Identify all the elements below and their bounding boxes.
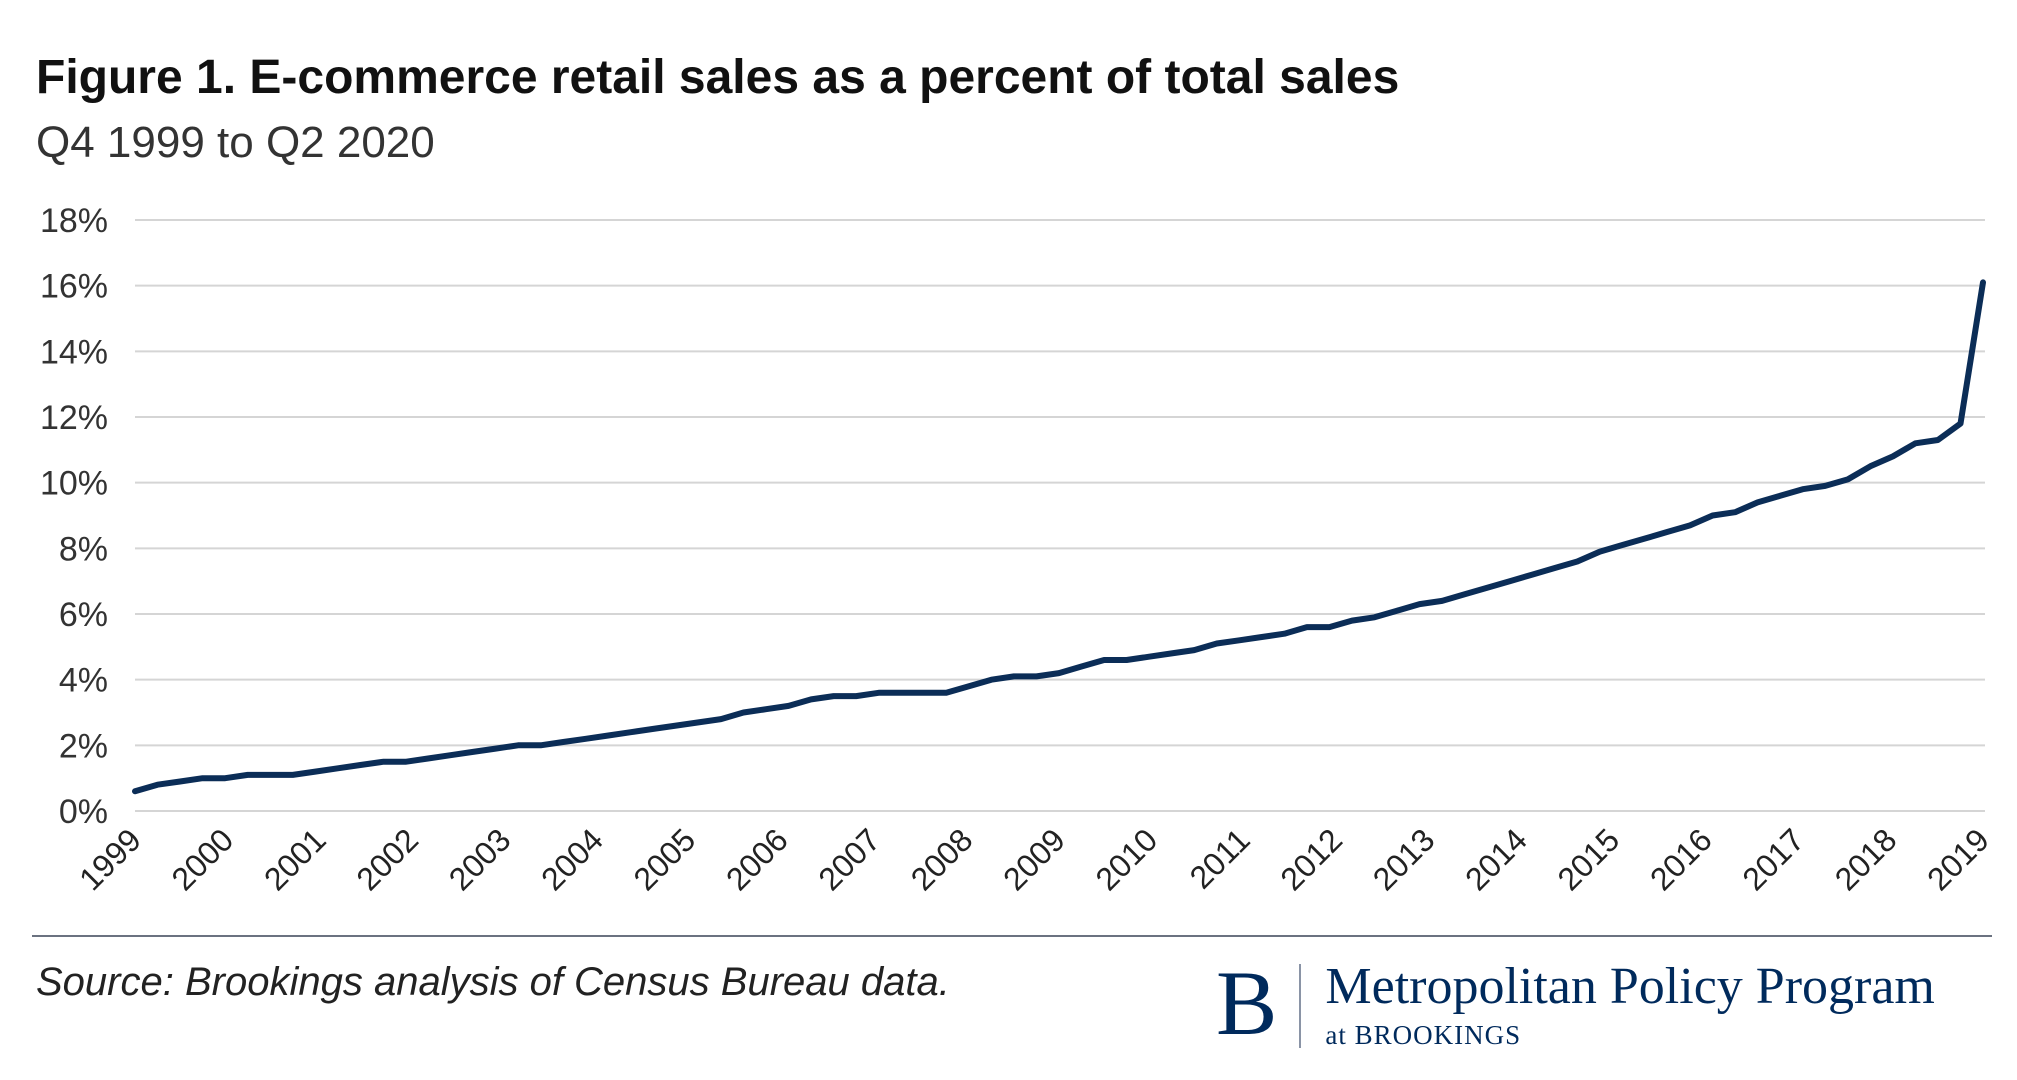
series-line [132,279,1986,795]
x-tick-label: 2006 [719,821,795,897]
chart-title: Figure 1. E-commerce retail sales as a p… [36,51,1400,104]
y-tick-label: 16% [40,268,108,306]
logo-program-name: Metropolitan Policy Program [1325,958,1935,1015]
y-tick-label: 4% [59,662,108,700]
x-tick-label: 2008 [904,821,980,897]
x-tick-label: 2017 [1735,821,1811,897]
x-tick-label: 2005 [627,821,703,897]
chart-subtitle: Q4 1999 to Q2 2020 [36,118,435,167]
x-tick-label: 2001 [257,821,333,897]
source-note: Source: Brookings analysis of Census Bur… [36,960,950,1004]
logo-mark: B [1216,952,1278,1054]
x-tick-label: 2015 [1551,821,1627,897]
x-tick-label: 2018 [1828,821,1904,897]
y-tick-label: 10% [40,465,108,503]
y-tick-label: 6% [59,596,108,634]
x-tick-label: 2009 [996,821,1072,897]
line-chart: 0%2%4%6%8%10%12%14%16%18% 1999 2000 2001 20… [40,202,1996,897]
x-tick-label: 2003 [442,821,518,897]
x-tick-label: 2004 [534,821,610,897]
y-tick-label: 12% [40,399,108,437]
x-tick-label: 2000 [165,821,241,897]
y-axis-ticks: 0% 2% 4% 6% 8% 10% 12% 14% 16% 18% [40,202,108,831]
logo-separator [1299,964,1302,1048]
x-tick-label: 2012 [1273,821,1349,897]
x-tick-label: 2007 [811,821,887,897]
y-tick-label: 18% [40,202,108,240]
x-tick-label: 2010 [1089,821,1165,897]
brookings-logo: B Metropolitan Policy Program at BROOKIN… [1216,952,1935,1058]
gridlines [135,219,1985,812]
y-tick-label: 8% [59,530,108,568]
x-tick-label: 2013 [1366,821,1442,897]
y-tick-label: 0% [59,793,108,831]
x-tick-label: 1999 [72,821,148,897]
y-tick-label: 2% [59,727,108,765]
x-tick-label: 2016 [1643,821,1719,897]
logo-text: Metropolitan Policy Program at BROOKINGS [1325,958,1934,1051]
x-axis-ticks: 1999 2000 2001 2002 2003 2004 2005 2006 2007 2008… [72,821,1996,897]
x-tick-label: 2011 [1183,821,1257,895]
x-tick-label: 2014 [1458,821,1534,897]
logo-affiliation: at BROOKINGS [1325,1020,1522,1050]
x-tick-label: 2019 [1920,821,1996,897]
y-tick-label: 14% [40,333,108,371]
footer-divider [32,935,1992,937]
x-tick-label: 2002 [349,821,425,897]
